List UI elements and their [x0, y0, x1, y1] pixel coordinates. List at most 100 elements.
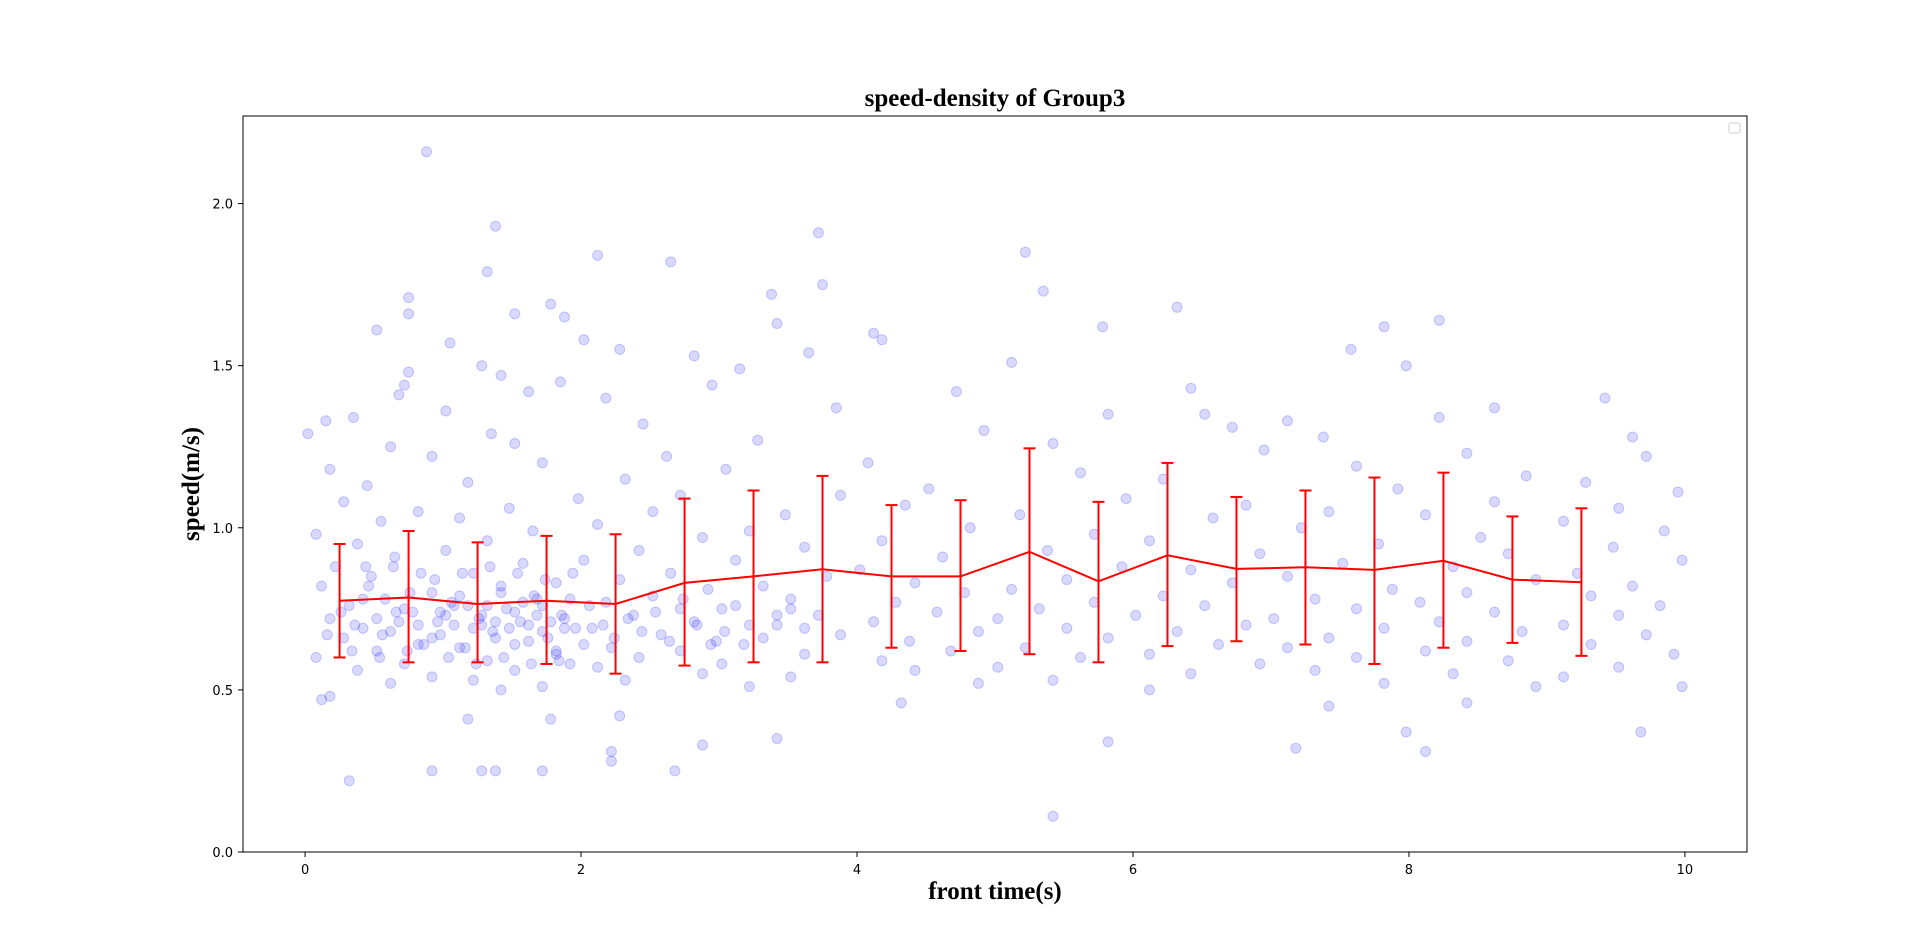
scatter-point — [719, 626, 731, 637]
y-tick-label: 1.5 — [212, 360, 233, 375]
scatter-point — [389, 551, 401, 563]
scatter-point — [567, 567, 579, 579]
scatter-point — [415, 567, 427, 579]
scatter-point — [619, 473, 631, 485]
scatter-point — [509, 639, 521, 650]
scatter-point — [1019, 246, 1031, 258]
scatter-point — [771, 609, 783, 621]
scatter-point — [697, 532, 708, 543]
scatter-point — [550, 577, 562, 589]
scatter-point — [401, 645, 413, 657]
scatter-point — [559, 311, 570, 323]
scatter-point — [1323, 506, 1335, 518]
scatter-point — [1502, 655, 1514, 667]
scatter-point — [454, 642, 466, 654]
scatter-point — [835, 489, 846, 501]
scatter-point — [434, 606, 446, 618]
scatter-point — [324, 463, 336, 475]
scatter-point — [697, 668, 708, 680]
scatter-point — [531, 609, 543, 621]
scatter-point — [622, 613, 634, 625]
scatter-point — [578, 334, 590, 346]
scatter-point — [476, 360, 488, 372]
scatter-point — [509, 308, 521, 320]
scatter-point — [691, 619, 703, 631]
scatter-point — [523, 386, 535, 398]
scatter-point — [1558, 671, 1569, 683]
scatter-point — [1213, 639, 1224, 650]
plot-frame — [242, 115, 1748, 853]
scatter-point — [403, 308, 415, 320]
scatter-point — [542, 632, 554, 644]
scatter-point — [1447, 668, 1459, 680]
scatter-point — [1558, 515, 1569, 527]
scatter-point — [1585, 639, 1597, 650]
scatter-point — [316, 694, 328, 706]
scatter-point — [1033, 603, 1045, 615]
scatter-point — [710, 635, 722, 647]
scatter-point — [1047, 438, 1059, 449]
scatter-point — [688, 350, 700, 362]
scatter-point — [1420, 645, 1431, 657]
scatter-point — [1378, 321, 1390, 333]
scatter-point — [1461, 447, 1473, 459]
scatter-point — [481, 266, 493, 278]
scatter-point — [440, 405, 452, 417]
scatter-point — [390, 606, 402, 618]
x-tick-label: 2 — [577, 863, 585, 878]
y-tick-label: 0.0 — [212, 846, 233, 861]
scatter-point — [454, 590, 466, 602]
scatter-point — [1599, 392, 1611, 404]
scatter-point — [371, 645, 383, 657]
scatter-point — [1627, 580, 1638, 592]
scatter-point — [757, 632, 769, 644]
scatter-point — [1097, 321, 1109, 333]
scatter-point — [799, 622, 811, 634]
scatter-point — [633, 545, 645, 556]
scatter-point — [1061, 622, 1073, 634]
scatter-point — [697, 739, 708, 751]
scatter-point — [923, 483, 935, 495]
scatter-point — [1516, 626, 1528, 637]
scatter-point — [1475, 532, 1487, 543]
scatter-point — [605, 755, 617, 767]
scatter-point — [1268, 613, 1280, 625]
scatter-point — [1254, 548, 1266, 560]
scatter-point — [1351, 603, 1362, 615]
scatter-point — [868, 616, 880, 628]
scatter-point — [559, 613, 570, 625]
scatter-point — [647, 506, 659, 518]
scatter-point — [730, 554, 742, 566]
scatter-point — [1378, 677, 1390, 689]
scatter-point — [1420, 746, 1431, 757]
scatter-point — [1014, 509, 1026, 521]
scatter-point — [550, 648, 562, 660]
scatter-point — [868, 327, 880, 339]
scatter-point — [509, 664, 521, 676]
scatter-point — [1668, 648, 1680, 660]
scatter-point — [495, 369, 507, 381]
scatter-point — [1672, 486, 1684, 498]
scatter-point — [554, 376, 566, 388]
scatter-point — [592, 661, 604, 673]
scatter-point — [1309, 593, 1321, 605]
scatter-point — [637, 418, 649, 430]
scatter-point — [335, 606, 347, 618]
scatter-point — [1640, 450, 1652, 462]
scatter-point — [421, 146, 432, 158]
scatter-point — [705, 639, 717, 650]
scatter-point — [1351, 652, 1362, 663]
scatter-point — [1613, 502, 1625, 514]
scatter-point — [393, 389, 405, 401]
scatter-series — [302, 146, 1688, 822]
scatter-point — [1520, 470, 1532, 482]
scatter-point — [426, 632, 438, 644]
scatter-point — [1317, 431, 1329, 443]
scatter-point — [412, 506, 424, 518]
scatter-point — [1337, 557, 1349, 569]
scatter-point — [1102, 736, 1114, 748]
y-axis: 0.0 0.5 1.0 1.5 2.0 — [212, 198, 243, 861]
scatter-point — [578, 554, 590, 566]
scatter-point — [503, 502, 515, 514]
